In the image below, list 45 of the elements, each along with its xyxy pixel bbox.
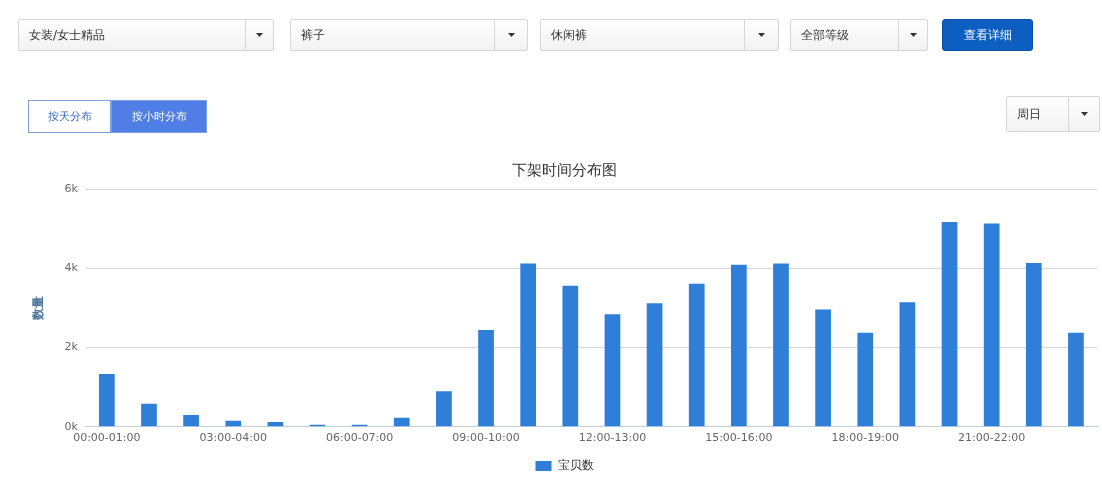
toggle-button: 按小时分布: [111, 100, 207, 133]
x-tick-label: 21:00-22:00: [957, 431, 1026, 445]
bar: [688, 283, 705, 427]
bar: [1068, 332, 1084, 427]
bar: [899, 302, 916, 427]
x-tick-label: 09:00-10:00: [452, 431, 520, 445]
bar: [98, 374, 115, 427]
select-field: 裤子: [290, 19, 528, 51]
bar: [731, 264, 747, 427]
select-field: 全部等级: [790, 19, 928, 51]
y-tick-label: 4k: [64, 261, 79, 275]
y-tick-label: 6k: [64, 181, 79, 195]
x-tick-label: 03:00-04:00: [199, 431, 267, 445]
bar: [436, 391, 452, 427]
legend-label: 宝贝数: [557, 458, 594, 473]
x-tick-label: 06:00-07:00: [325, 431, 394, 445]
bar: [857, 332, 874, 427]
bar: [941, 221, 958, 427]
bar: [141, 403, 157, 427]
bar: [183, 414, 199, 427]
select-field: 周日: [1006, 96, 1100, 132]
bar: [604, 314, 621, 427]
x-tick-label: 18:00-19:00: [831, 431, 899, 445]
y-tick-label: 2k: [64, 340, 79, 354]
y-axis-title: 数量: [31, 295, 46, 321]
x-tick-label: 12:00-13:00: [578, 431, 647, 445]
bar: [646, 303, 663, 427]
y-tick-label: 0k: [64, 419, 79, 433]
toggle-button: 按天分布: [28, 100, 111, 133]
x-tick-label: 15:00-16:00: [705, 431, 773, 445]
bar: [773, 263, 789, 427]
bar: [393, 417, 410, 427]
x-tick-label: 00:00-01:00: [73, 431, 141, 445]
bar: [225, 420, 242, 427]
bar: [1025, 263, 1042, 427]
select-field: 休闲裤: [540, 19, 779, 51]
bar: [520, 263, 537, 427]
chart-title: 下架时间分布图: [512, 160, 617, 179]
select-field: 女装/女士精品: [18, 19, 274, 51]
bar: [267, 422, 284, 427]
bar: [983, 223, 1000, 427]
button: 查看详细: [942, 19, 1033, 51]
bar: [562, 285, 579, 427]
bar: [815, 309, 831, 427]
bar: [478, 330, 494, 427]
